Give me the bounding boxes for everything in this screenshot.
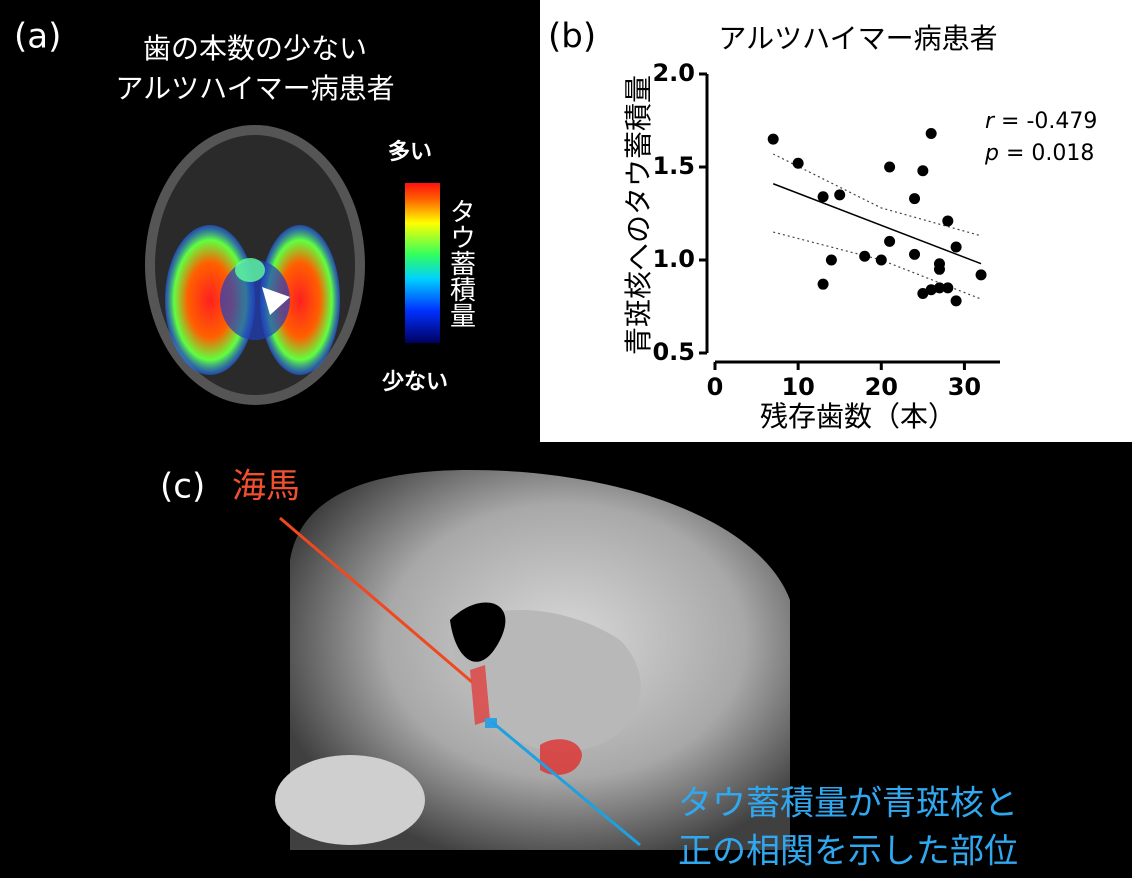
figure: (a) 歯の本数の少ない アルツハイマー病患者 多い タウ蓄積量 少ない (b)… (0, 0, 1132, 878)
scale-low: 少ない (382, 370, 448, 395)
point (818, 279, 829, 290)
stat-value: = -0.479 (994, 109, 1097, 134)
scale-high: 多い (388, 139, 432, 165)
point (859, 251, 870, 262)
panel-title: 歯の本数の少ない (143, 32, 367, 65)
point (909, 193, 920, 204)
y-tick-label: 1.5 (652, 152, 695, 180)
region-label: 正の相関を示した部位 (678, 832, 1018, 872)
stat-symbol: p (984, 141, 999, 166)
chart-title: アルツハイマー病患者 (718, 22, 997, 55)
point (934, 264, 945, 275)
y-axis-title: 青斑核へのタウ蓄積量 (622, 75, 655, 355)
region-label: タウ蓄積量が青斑核と (678, 784, 1018, 824)
point (951, 241, 962, 252)
colorbar (405, 183, 440, 343)
panel-label: (b) (548, 17, 596, 57)
point (942, 215, 953, 226)
point (909, 249, 920, 260)
x-tick-label: 30 (948, 373, 981, 401)
brain-scan (145, 125, 365, 405)
stat: p = 0.018 (984, 141, 1094, 166)
x-tick-label: 0 (707, 373, 724, 401)
scale-title: タウ蓄積量 (446, 198, 476, 328)
point (951, 295, 962, 306)
point (834, 189, 845, 200)
point (818, 191, 829, 202)
point (942, 282, 953, 293)
panel-title: アルツハイマー病患者 (115, 72, 394, 105)
x-axis-title: 残存歯数（本） (760, 400, 956, 433)
x-tick-label: 10 (781, 373, 814, 401)
point (826, 255, 837, 266)
panel-label: (a) (14, 17, 61, 57)
point (876, 255, 887, 266)
hippocampus-label: 海馬 (232, 467, 300, 507)
x-tick-label: 20 (865, 373, 898, 401)
stat: r = -0.479 (985, 109, 1097, 134)
stat-value: = 0.018 (999, 141, 1094, 166)
panel-label: (c) (160, 467, 205, 507)
point (793, 158, 804, 169)
point (884, 162, 895, 173)
y-tick-label: 2.0 (652, 59, 695, 87)
point (768, 134, 779, 145)
point (884, 236, 895, 247)
point (917, 165, 928, 176)
y-tick-label: 0.5 (652, 338, 695, 366)
point (926, 128, 937, 139)
y-tick-label: 1.0 (652, 245, 695, 273)
point (976, 269, 987, 280)
